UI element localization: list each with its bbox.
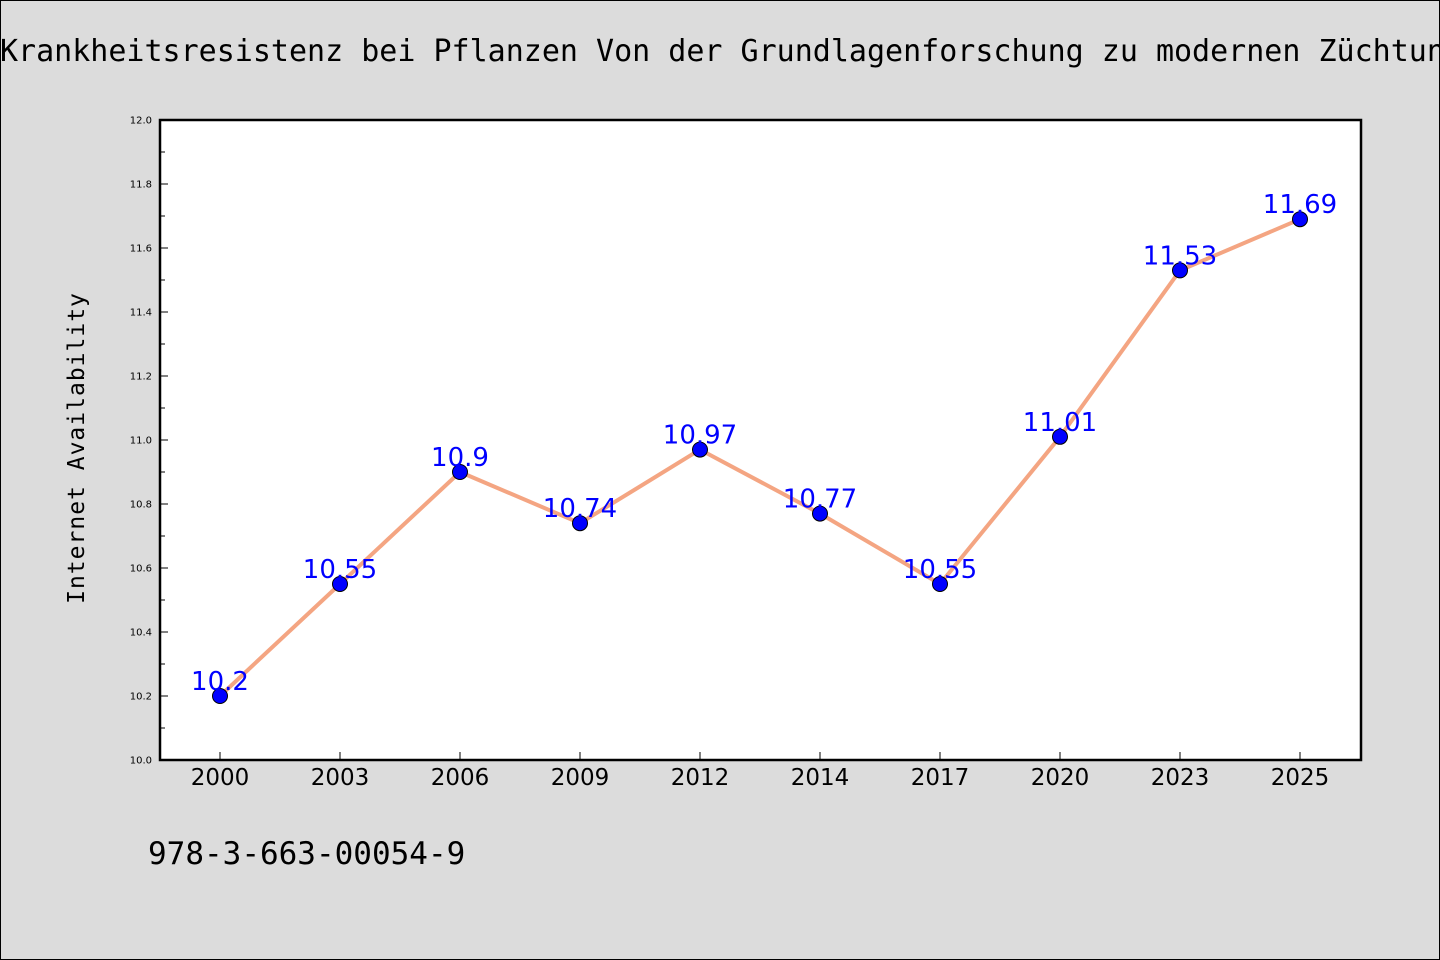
- data-label: 11.53: [1143, 241, 1217, 271]
- plot-area: [160, 120, 1361, 760]
- plot-border: [158, 118, 1363, 762]
- isbn-text: 978-3-663-00054-9: [148, 836, 466, 872]
- x-tick-label: 2020: [1031, 765, 1090, 791]
- y-tick-label: 11.6: [130, 244, 152, 255]
- data-point: [332, 576, 348, 592]
- x-tick-label: 2009: [551, 765, 610, 791]
- y-tick-label: 11.0: [130, 436, 152, 447]
- data-label: 10.77: [783, 485, 857, 515]
- y-tick-label: 10.2: [130, 692, 152, 703]
- data-point: [572, 515, 588, 532]
- data-label: 10.9: [431, 443, 489, 473]
- y-tick-label: 10.4: [130, 628, 152, 639]
- data-label: 10.55: [303, 555, 377, 585]
- x-tick-label: 2025: [1271, 765, 1330, 791]
- data-point: [1052, 428, 1068, 445]
- y-tick-label: 10.6: [130, 564, 152, 575]
- y-tick-label: 11.8: [130, 180, 152, 191]
- data-label: 10.74: [543, 494, 617, 524]
- x-axis: 2000 2003 2006 2009 2012 2014 2017 2020 2023 2025: [191, 752, 1330, 791]
- data-markers: [212, 211, 1308, 704]
- x-tick-label: 2006: [431, 765, 490, 791]
- data-point: [692, 441, 708, 458]
- data-point: [932, 576, 948, 592]
- data-point: [212, 688, 228, 704]
- data-label: 11.01: [1023, 408, 1097, 438]
- data-point: [1292, 211, 1308, 228]
- y-tick-label: 12.0: [130, 116, 152, 127]
- x-tick-label: 2000: [191, 765, 250, 791]
- x-tick-label: 2012: [671, 765, 730, 791]
- y-tick-label: 11.4: [130, 308, 152, 319]
- data-labels: 10.2 10.55 10.9 10.74 10.97 10.77 10.55 11.01 11…: [191, 190, 1337, 697]
- y-tick-label: 10.0: [130, 756, 152, 767]
- x-tick-label: 2023: [1151, 765, 1210, 791]
- data-point: [452, 464, 468, 480]
- data-point: [812, 505, 828, 522]
- chart-title: Krankheitsresistenz bei Pflanzen Von der…: [0, 34, 1440, 69]
- y-axis-label: Internet Availability: [64, 292, 90, 604]
- data-label: 10.55: [903, 555, 977, 585]
- y-tick-label: 11.2: [130, 372, 152, 383]
- x-tick-label: 2014: [791, 765, 850, 791]
- data-point: [1172, 262, 1188, 279]
- data-label: 10.2: [191, 667, 249, 697]
- x-tick-label: 2017: [911, 765, 970, 791]
- data-label: 10.97: [663, 421, 737, 451]
- y-tick-label: 10.8: [130, 500, 152, 511]
- x-tick-label: 2003: [311, 765, 370, 791]
- data-label: 11.69: [1263, 190, 1337, 220]
- series-line: [218, 217, 1301, 698]
